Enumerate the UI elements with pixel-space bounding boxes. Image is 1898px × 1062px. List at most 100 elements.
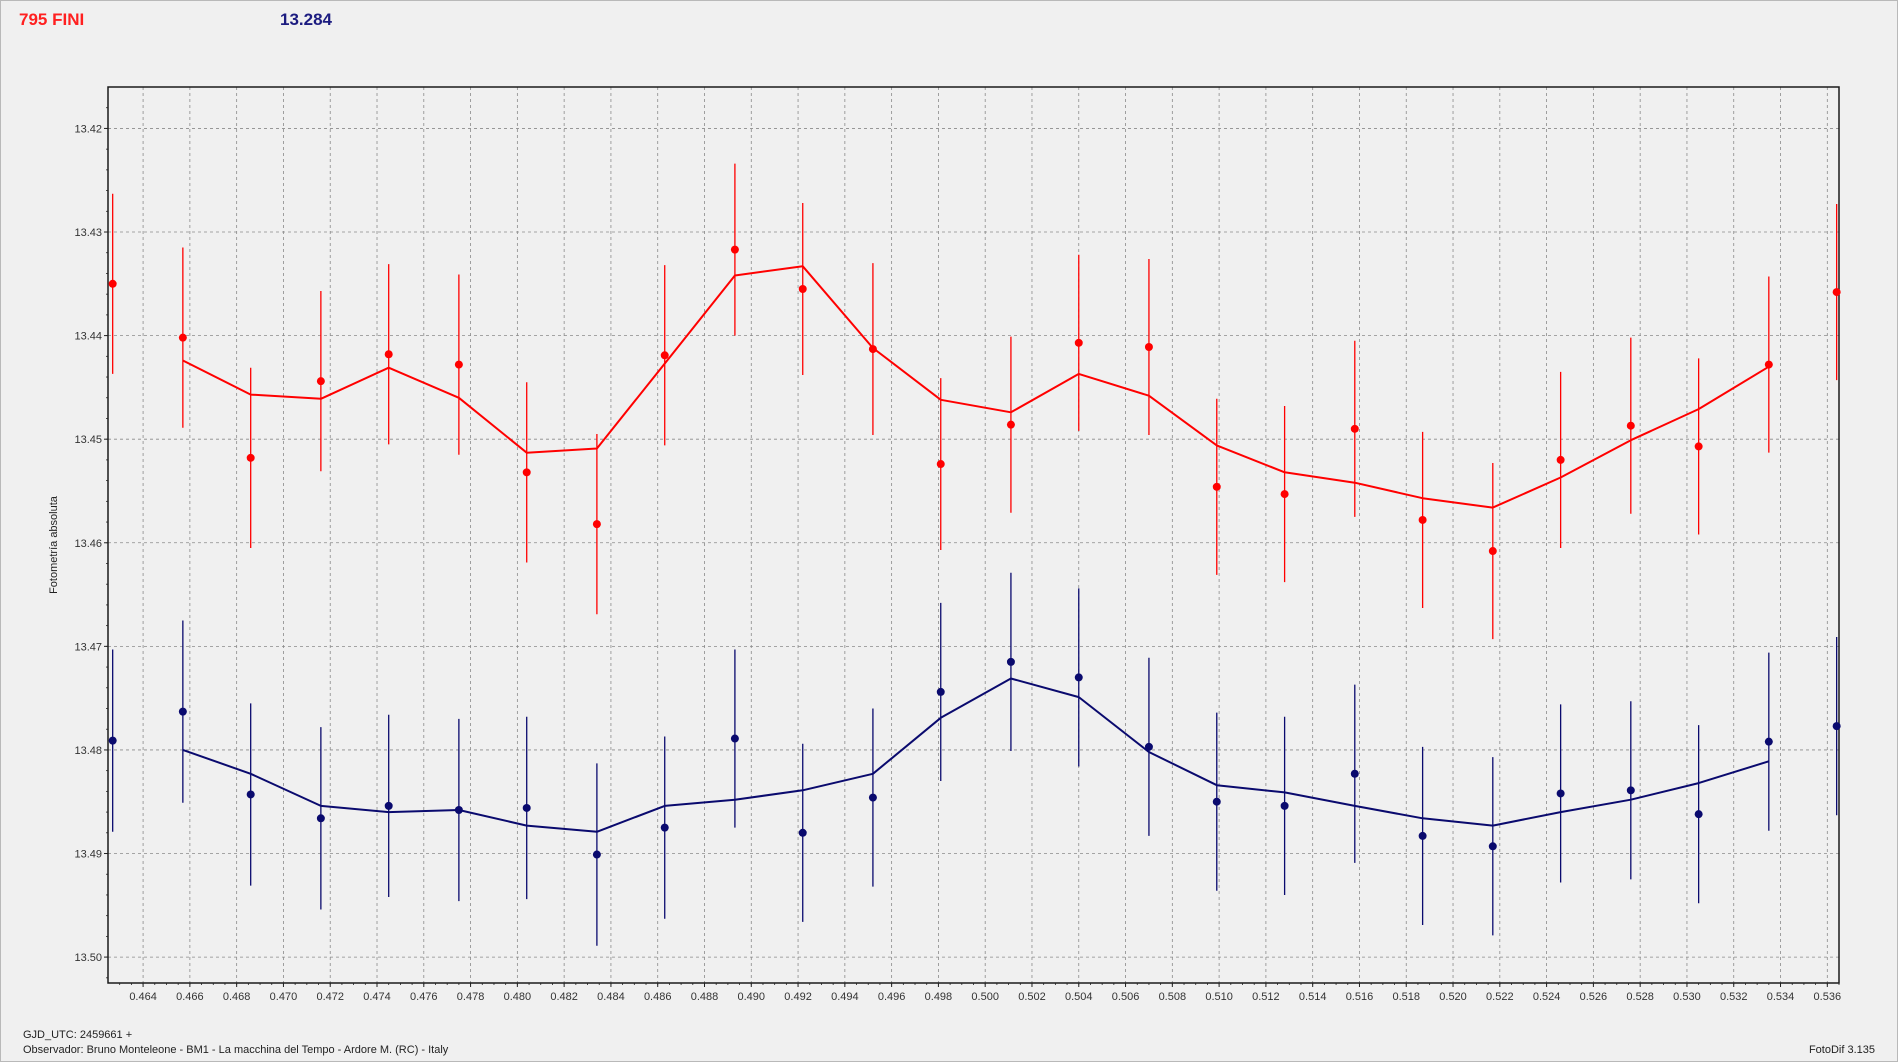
x-tick-label: 0.490 xyxy=(738,991,766,1003)
data-point xyxy=(522,468,531,477)
x-tick-label: 0.480 xyxy=(504,991,532,1003)
data-point xyxy=(1212,482,1221,491)
x-tick-label: 0.508 xyxy=(1159,991,1187,1003)
y-tick-label: 13.48 xyxy=(74,745,102,757)
x-tick-label: 0.472 xyxy=(316,991,344,1003)
x-tick-label: 0.500 xyxy=(971,991,999,1003)
series-1 xyxy=(108,163,1841,640)
x-tick-label: 0.494 xyxy=(831,991,859,1003)
plot-area xyxy=(107,86,1840,984)
data-point xyxy=(798,284,807,293)
y-tick-label: 13.49 xyxy=(74,849,102,861)
data-point xyxy=(246,453,255,462)
data-point xyxy=(522,803,531,812)
software-version: FotoDif 3.135 xyxy=(1808,1044,1875,1056)
data-point xyxy=(868,793,877,802)
data-point xyxy=(108,736,117,745)
light-curve-chart: 0.464 0.466 0.468 0.470 0.472 0.474 0.476 0.478… xyxy=(48,86,1842,1003)
data-point xyxy=(1626,421,1635,430)
x-tick-label: 0.478 xyxy=(457,991,485,1003)
data-point xyxy=(1074,338,1083,347)
fit-line xyxy=(182,677,1770,833)
x-tick-label: 0.510 xyxy=(1205,991,1233,1003)
x-tick-label: 0.502 xyxy=(1018,991,1046,1003)
x-tick-label: 0.504 xyxy=(1065,991,1093,1003)
y-tick-label: 13.47 xyxy=(74,641,102,653)
data-point xyxy=(316,377,325,386)
grid xyxy=(108,87,1839,983)
x-tick-label: 0.520 xyxy=(1439,991,1467,1003)
x-tick-label: 0.466 xyxy=(176,991,204,1003)
x-tick-label: 0.496 xyxy=(878,991,906,1003)
data-point xyxy=(1212,797,1221,806)
x-tick-label: 0.488 xyxy=(691,991,719,1003)
data-point xyxy=(660,351,669,360)
data-point xyxy=(1626,786,1635,795)
data-point xyxy=(178,333,187,342)
data-point xyxy=(1488,842,1497,851)
x-tick-label: 0.498 xyxy=(925,991,953,1003)
data-point xyxy=(246,790,255,799)
data-point xyxy=(178,707,187,716)
data-point xyxy=(1280,490,1289,499)
x-tick-label: 0.470 xyxy=(270,991,298,1003)
x-tick-label: 0.532 xyxy=(1720,991,1748,1003)
y-tick-label: 13.50 xyxy=(74,952,102,964)
data-point xyxy=(868,345,877,354)
data-point xyxy=(1764,737,1773,746)
data-point xyxy=(1556,455,1565,464)
object-name: 795 FINI xyxy=(19,10,85,29)
data-point xyxy=(1280,801,1289,810)
x-tick-label: 0.536 xyxy=(1814,991,1842,1003)
data-point xyxy=(454,806,463,815)
y-tick-label: 13.45 xyxy=(74,434,102,446)
x-tick-label: 0.474 xyxy=(363,991,391,1003)
y-tick-label: 13.44 xyxy=(74,331,102,343)
y-tick-label: 13.42 xyxy=(74,123,102,135)
x-tick-label: 0.492 xyxy=(784,991,812,1003)
data-point xyxy=(1488,547,1497,556)
x-tick-label: 0.484 xyxy=(597,991,625,1003)
data-point xyxy=(1350,424,1359,433)
data-point xyxy=(108,279,117,288)
data-point xyxy=(1694,810,1703,819)
data-point xyxy=(730,734,739,743)
data-point xyxy=(592,520,601,529)
data-point xyxy=(1418,515,1427,524)
data-point xyxy=(1074,673,1083,682)
x-tick-label: 0.530 xyxy=(1673,991,1701,1003)
x-tick-label: 0.524 xyxy=(1533,991,1561,1003)
data-point xyxy=(1350,769,1359,778)
x-tick-label: 0.464 xyxy=(129,991,157,1003)
magnitude-value: 13.284 xyxy=(280,10,332,29)
data-point xyxy=(1418,831,1427,840)
x-axis: 0.464 0.466 0.468 0.470 0.472 0.474 0.476 0.478… xyxy=(119,983,1842,1003)
data-point xyxy=(1006,420,1015,429)
x-tick-label: 0.528 xyxy=(1626,991,1654,1003)
data-point xyxy=(1764,360,1773,369)
x-tick-label: 0.526 xyxy=(1580,991,1608,1003)
data-point xyxy=(316,814,325,823)
data-point xyxy=(592,850,601,859)
data-point xyxy=(454,360,463,369)
y-tick-label: 13.43 xyxy=(74,227,102,239)
x-tick-label: 0.476 xyxy=(410,991,438,1003)
data-point xyxy=(730,245,739,254)
data-point xyxy=(1144,742,1153,751)
y-axis-label: Fotometría absoluta xyxy=(48,495,60,594)
fit-line xyxy=(182,265,1770,509)
data-point xyxy=(1832,288,1841,297)
x-tick-label: 0.522 xyxy=(1486,991,1514,1003)
data-point xyxy=(384,350,393,359)
data-point xyxy=(936,687,945,696)
observer-label: Observador: Bruno Monteleone - BM1 - La … xyxy=(23,1044,449,1056)
x-tick-label: 0.468 xyxy=(223,991,251,1003)
data-point xyxy=(1144,342,1153,351)
x-tick-label: 0.516 xyxy=(1346,991,1374,1003)
x-tick-label: 0.506 xyxy=(1112,991,1140,1003)
series-layer xyxy=(108,163,1841,946)
x-tick-label: 0.514 xyxy=(1299,991,1327,1003)
data-point xyxy=(1832,722,1841,731)
x-tick-label: 0.518 xyxy=(1392,991,1420,1003)
data-point xyxy=(384,801,393,810)
